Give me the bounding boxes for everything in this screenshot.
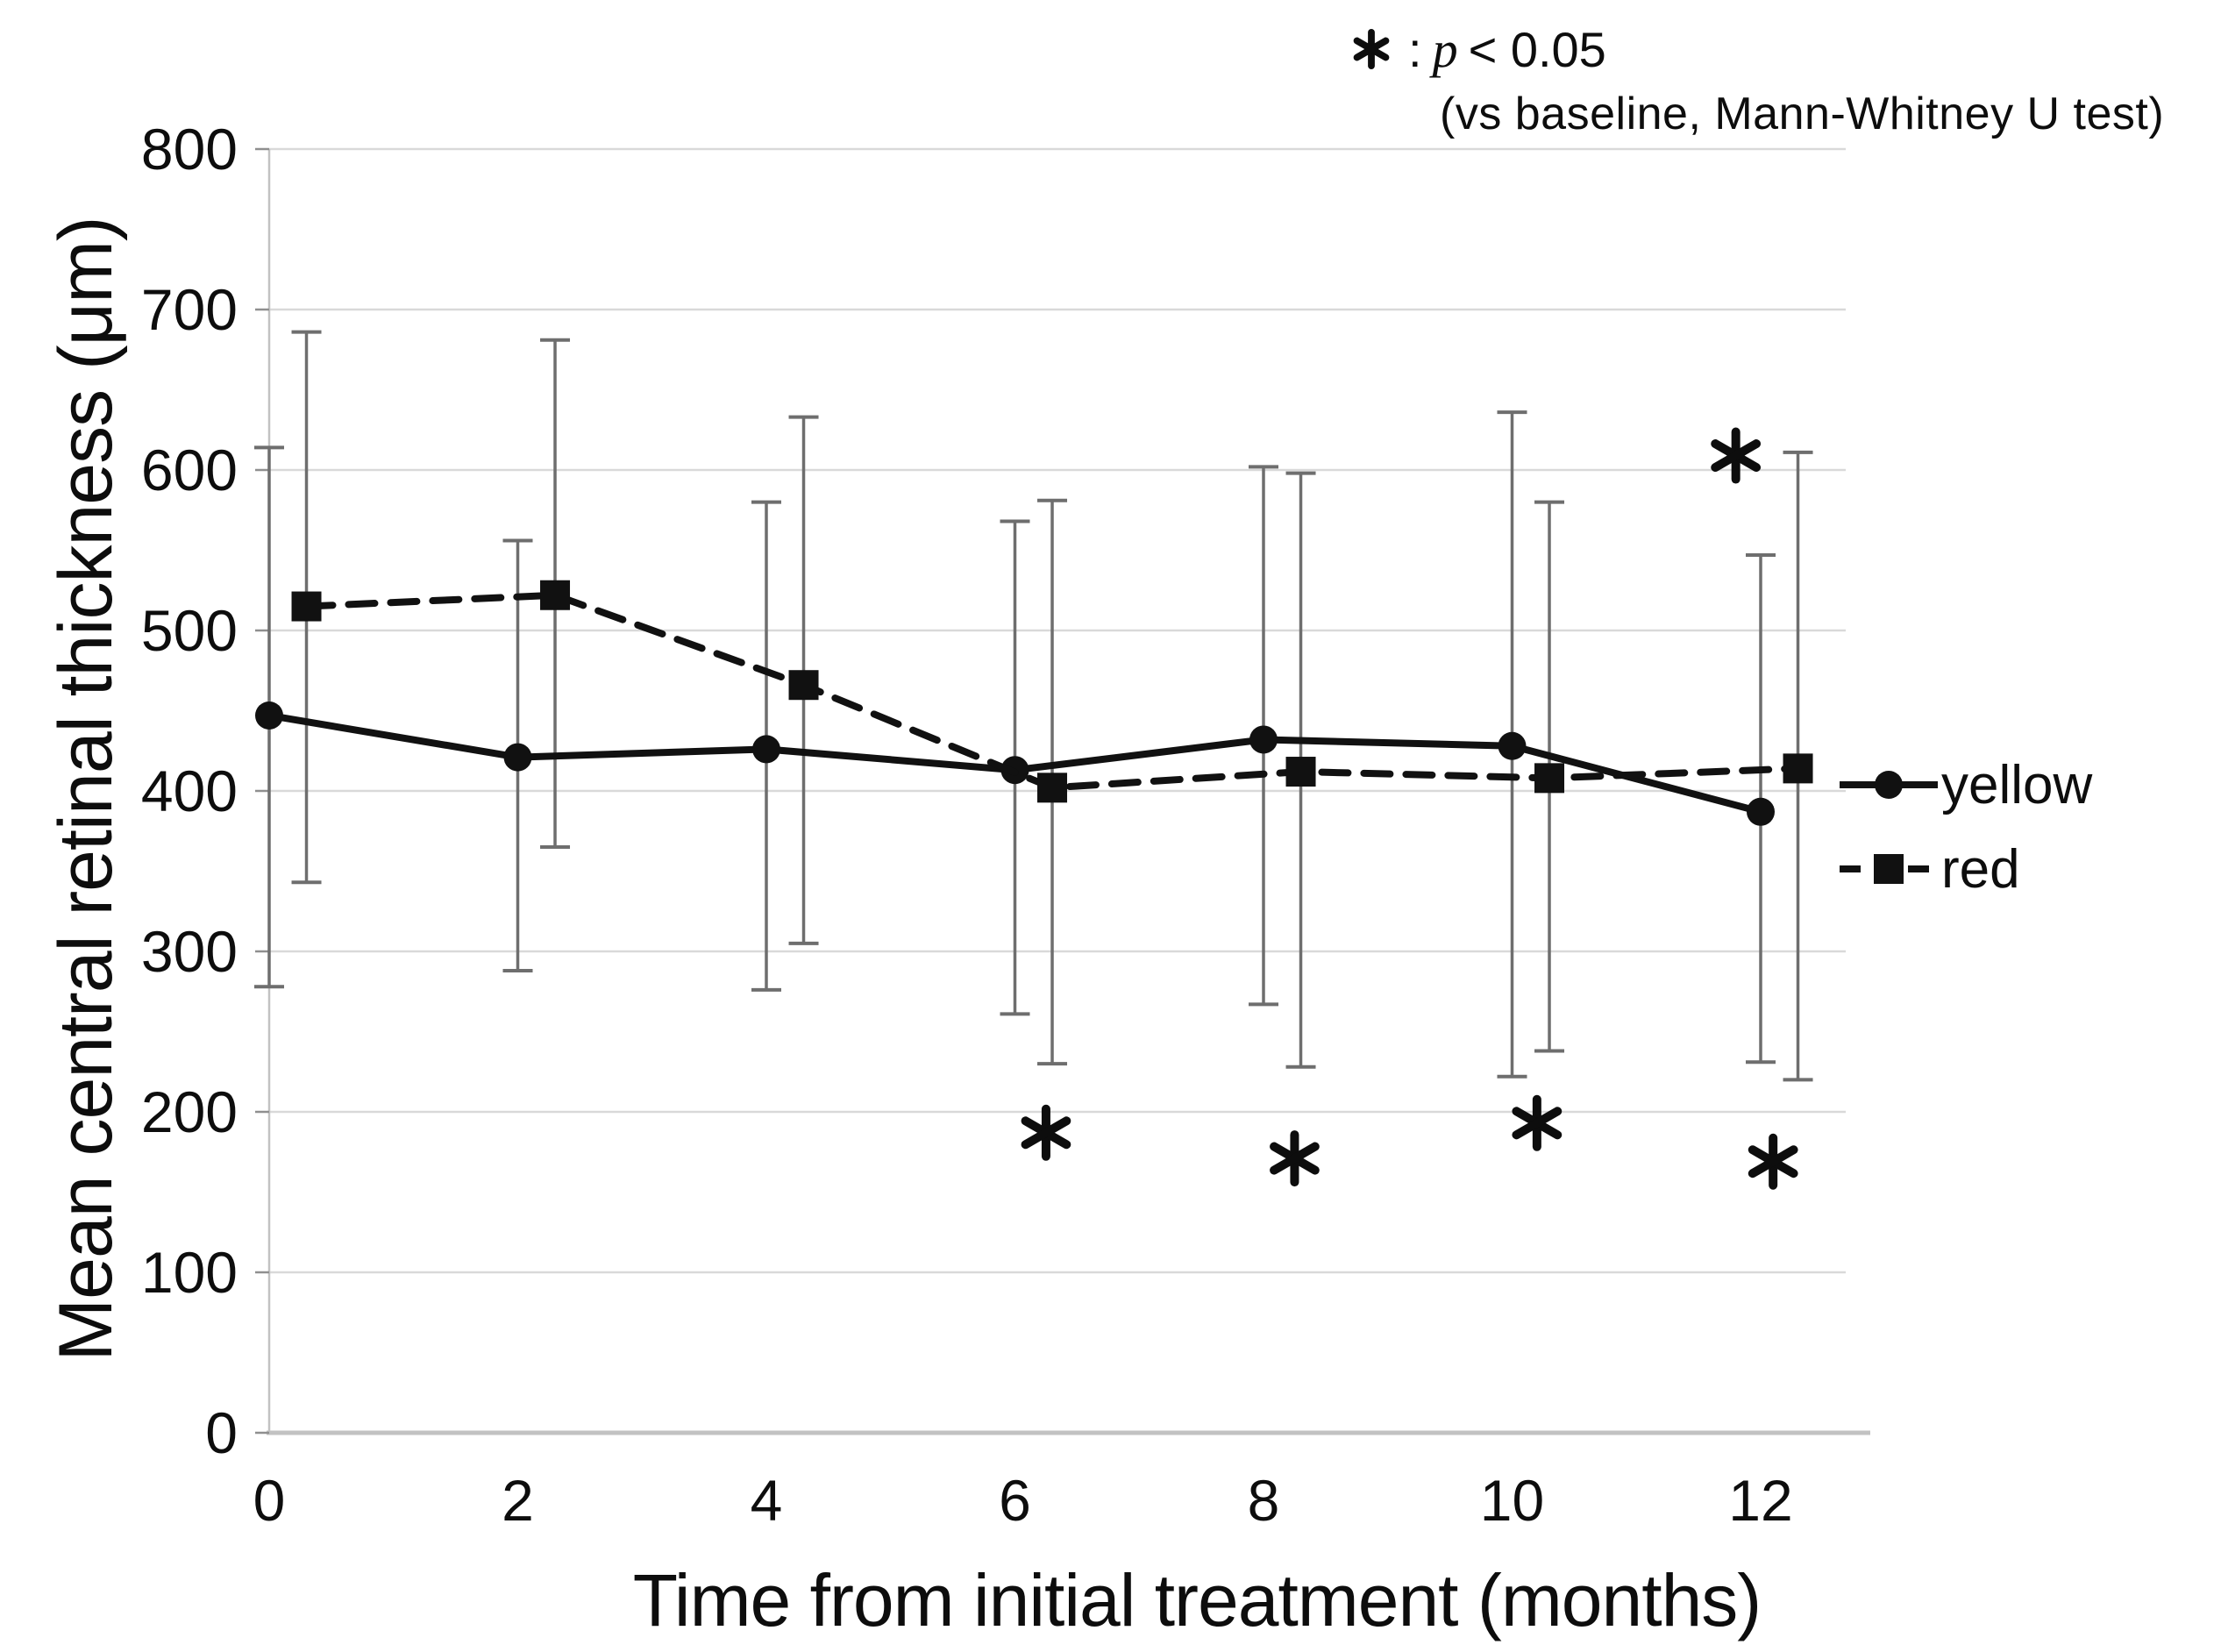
significance-asterisk	[1021, 1116, 1071, 1150]
y-tick-label: 800	[141, 117, 238, 182]
y-tick-label: 700	[141, 277, 238, 342]
x-tick-label: 8	[1248, 1468, 1280, 1533]
marker-circle-yellow	[255, 701, 283, 730]
legend-label: yellow	[1941, 754, 2093, 815]
marker-circle-yellow	[1249, 725, 1278, 754]
significance-asterisk	[1748, 1145, 1798, 1178]
note-separator: :	[1408, 21, 1422, 77]
note-p-symbol: p	[1432, 20, 1458, 78]
legend-item-yellow: yellow	[1838, 747, 2221, 822]
significance-asterisk	[1711, 439, 1762, 473]
x-tick-label: 0	[253, 1468, 286, 1533]
y-tick-label: 400	[141, 758, 238, 823]
y-tick-label: 200	[141, 1079, 238, 1144]
legend-label: red	[1941, 838, 2020, 900]
x-tick-label: 10	[1480, 1468, 1544, 1533]
marker-square-red	[1037, 773, 1068, 803]
significance-note-line2: (vs baseline, Mann-Whitney U test)	[1440, 89, 2165, 139]
significance-note-line1: : p < 0.05	[1349, 12, 2221, 86]
legend-item-red: red	[1838, 831, 2221, 907]
marker-square-red	[291, 591, 322, 622]
y-tick-label: 0	[205, 1400, 238, 1465]
note-threshold: < 0.05	[1468, 21, 1606, 77]
marker-circle-yellow	[503, 743, 532, 772]
legend-yellow-line-icon	[1840, 771, 1938, 799]
significance-asterisk	[1270, 1142, 1320, 1175]
marker-circle-yellow	[752, 735, 780, 764]
x-tick-label: 4	[751, 1468, 783, 1533]
x-axis-title: Time from initial treatment (months)	[632, 1559, 1762, 1641]
x-tick-label: 12	[1728, 1468, 1792, 1533]
x-tick-label: 2	[502, 1468, 534, 1533]
legend: yellow red	[1838, 747, 2221, 915]
y-tick-label: 100	[141, 1240, 238, 1305]
significance-note: : p < 0.05 (vs baseline, Mann-Whitney U …	[1349, 12, 2221, 140]
marker-square-red	[1285, 757, 1316, 787]
marker-circle-yellow	[1747, 797, 1775, 826]
y-tick-label: 600	[141, 438, 238, 502]
y-axis-title: Mean central retinal thickness (μm)	[44, 217, 128, 1362]
y-tick-label: 500	[141, 598, 238, 663]
y-tick-label: 300	[141, 919, 238, 984]
marker-square-red	[540, 580, 571, 610]
legend-red-line-icon	[1840, 854, 1938, 884]
marker-square-red	[1534, 763, 1565, 794]
x-tick-label: 6	[999, 1468, 1031, 1533]
marker-square-red	[788, 670, 819, 701]
marker-circle-yellow	[1498, 731, 1527, 760]
significance-asterisk	[1512, 1107, 1563, 1140]
asterisk-icon	[1353, 29, 1390, 69]
marker-square-red	[1783, 753, 1813, 784]
